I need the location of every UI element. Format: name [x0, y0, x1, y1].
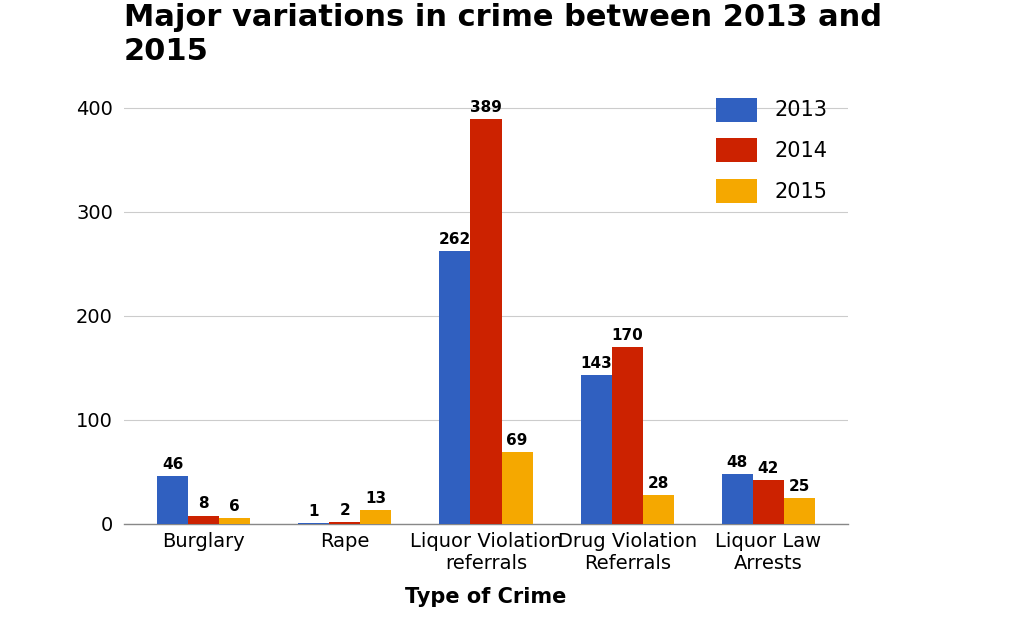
Text: 6: 6 — [230, 498, 240, 514]
Bar — [188, 516, 219, 524]
Text: 8: 8 — [199, 497, 209, 511]
Bar — [753, 481, 784, 524]
Text: Major variations in crime between 2013 and
2015: Major variations in crime between 2013 a… — [124, 3, 882, 66]
Text: 143: 143 — [580, 356, 612, 371]
Text: 46: 46 — [162, 457, 183, 472]
Text: 69: 69 — [507, 433, 527, 448]
Bar — [612, 347, 643, 524]
Bar — [784, 498, 815, 524]
Text: 1: 1 — [308, 504, 318, 519]
Bar — [157, 476, 188, 524]
Bar — [298, 523, 329, 524]
Bar — [219, 518, 250, 524]
Bar — [501, 452, 533, 524]
Bar — [360, 511, 392, 524]
Bar — [439, 251, 470, 524]
Text: 2: 2 — [339, 503, 351, 518]
Bar — [643, 495, 674, 524]
Text: 13: 13 — [365, 491, 387, 506]
Text: 42: 42 — [758, 461, 779, 476]
Bar — [470, 119, 501, 524]
X-axis label: Type of Crime: Type of Crime — [405, 587, 567, 607]
Legend: 2013, 2014, 2015: 2013, 2014, 2015 — [705, 87, 838, 213]
Text: 48: 48 — [727, 455, 748, 470]
Text: 262: 262 — [438, 233, 472, 247]
Bar — [722, 474, 753, 524]
Bar — [329, 522, 360, 524]
Text: 28: 28 — [647, 475, 669, 491]
Bar — [580, 375, 612, 524]
Text: 25: 25 — [789, 479, 810, 494]
Text: 170: 170 — [611, 328, 643, 343]
Text: 389: 389 — [470, 100, 501, 115]
